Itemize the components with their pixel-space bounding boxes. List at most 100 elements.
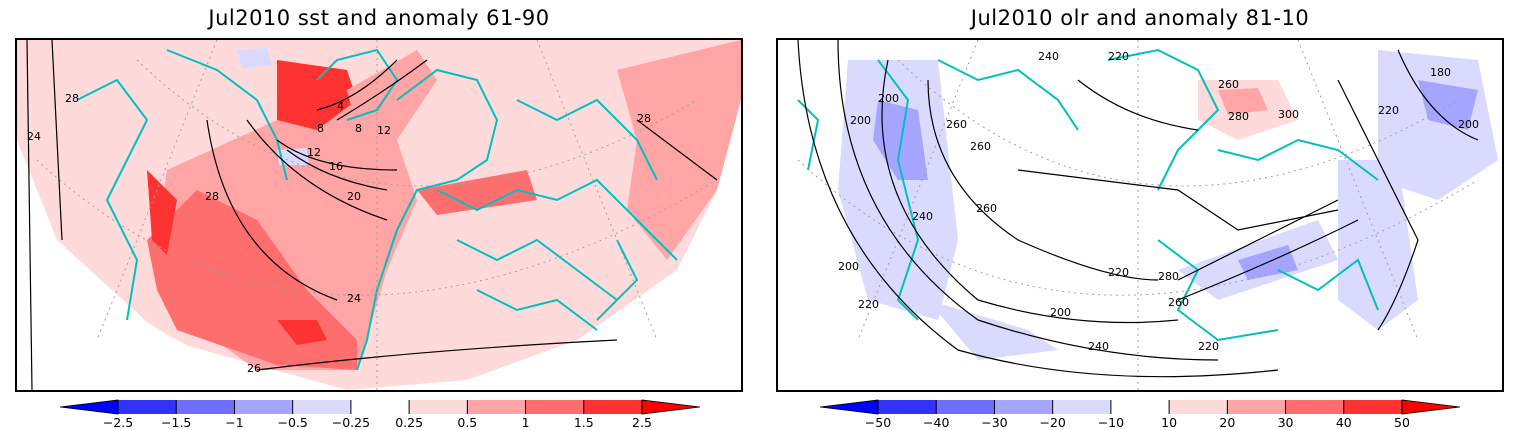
colorbar-box: [936, 400, 995, 414]
colorbar-box: [1110, 400, 1170, 414]
contour-label: 8: [317, 122, 324, 135]
contour-label: 220: [1378, 104, 1399, 117]
colorbar-box: [1169, 400, 1228, 414]
contour-label: 200: [878, 92, 899, 105]
colorbar-label: −0.25: [332, 415, 370, 430]
colorbar-box: [467, 400, 526, 414]
contour-label: 260: [946, 118, 967, 131]
anomaly-region-max: [277, 320, 327, 345]
contour-label: 220: [1198, 340, 1219, 353]
olr-anomaly-fill: [838, 50, 1498, 360]
anomaly-region-scand: [347, 50, 437, 140]
contour-label: 300: [1278, 108, 1299, 121]
colorbar-label: 20: [1219, 415, 1235, 430]
contour-label: 24: [347, 292, 361, 305]
colorbar-box: [1285, 400, 1344, 414]
contour-label: 220: [1108, 266, 1129, 279]
contour-label: 200: [850, 114, 871, 127]
contour-label: 28: [205, 190, 219, 203]
colorbar-label: 0.25: [395, 415, 423, 430]
contour-label: 26: [247, 362, 261, 375]
contour-label: 200: [1050, 306, 1071, 319]
colorbar-label: −30: [981, 415, 1007, 430]
contour-label: 260: [1168, 296, 1189, 309]
coastlines: [76, 48, 678, 371]
contour-label: 260: [1218, 78, 1239, 91]
contour-label: 280: [1228, 110, 1249, 123]
sst-colorbar: −2.5 −1.5 −1 −0.5 −0.25 0.25 0.5 1 1.5 2.5: [59, 399, 701, 430]
olr-colorbar: −50 −40 −30 −20 −10 10 20 30 40 50: [819, 399, 1461, 430]
anomaly-region-med: [417, 170, 537, 215]
colorbar-box: [176, 400, 235, 414]
olr-contours: [797, 40, 1479, 378]
contour-label: 240: [1088, 340, 1109, 353]
sst-map: 24 28 28 12 16 20 8 4 8 12 28 26 24: [17, 40, 741, 390]
colorbar-label: 1: [522, 415, 530, 430]
contour-label: 200: [1458, 118, 1479, 131]
anomaly-region-neg-med: [1418, 80, 1478, 130]
colorbar-box: [409, 400, 468, 414]
contour-label: 4: [337, 100, 344, 113]
contour-label: 16: [329, 160, 343, 173]
anomaly-region-east: [617, 40, 741, 260]
colorbar-label: −10: [1098, 415, 1124, 430]
colorbar-box: [1227, 400, 1286, 414]
colorbar-label: 30: [1278, 415, 1294, 430]
contour-label: 12: [377, 124, 391, 137]
offmap-white: [17, 190, 347, 390]
contour-label: 260: [976, 202, 997, 215]
colorbar-right-arrow: [1401, 399, 1461, 415]
colorbar-left-arrow: [59, 399, 119, 415]
contour-label: 180: [1430, 66, 1451, 79]
anomaly-region-neg: [277, 148, 309, 165]
contour-label: 12: [307, 146, 321, 159]
colorbar-label: −20: [1039, 415, 1065, 430]
colorbar-box: [350, 400, 410, 414]
colorbar-box: [118, 400, 177, 414]
colorbar-label: 10: [1161, 415, 1177, 430]
olr-map: 200 200 240 260 260 260 200 220 240 220 …: [797, 40, 1498, 390]
colorbar-label: −0.5: [277, 415, 307, 430]
colorbar-label: −40: [923, 415, 949, 430]
anomaly-region-neg-light: [1378, 50, 1498, 200]
olr-contour-labels: 200 200 240 260 260 260 200 220 240 220 …: [838, 50, 1479, 353]
colorbar-box: [878, 400, 937, 414]
anomaly-region-neg: [237, 48, 272, 68]
colorbar-label: −1: [225, 415, 243, 430]
contour-label: 240: [912, 210, 933, 223]
colorbar-box: [525, 400, 584, 414]
colorbar-label: −50: [865, 415, 891, 430]
colorbar-box: [292, 400, 351, 414]
colorbar-box: [1343, 400, 1402, 414]
sst-anomaly-fill: [17, 40, 741, 390]
anomaly-region-neg-light: [928, 300, 1058, 360]
colorbar-label: −1.5: [161, 415, 191, 430]
coastlines: [797, 48, 1379, 342]
anomaly-region-pos-med: [1218, 88, 1268, 115]
colorbar-box: [583, 400, 642, 414]
colorbar-label: 2.5: [632, 415, 652, 430]
contour-label: 220: [1108, 50, 1129, 63]
contour-label: 24: [27, 130, 41, 143]
colorbar-box: [234, 400, 293, 414]
olr-map-frame: 200 200 240 260 260 260 200 220 240 220 …: [776, 38, 1504, 392]
colorbar-label: −2.5: [103, 415, 133, 430]
contour-label: 220: [858, 298, 879, 311]
colorbar-left-arrow: [819, 399, 879, 415]
contour-label: 20: [347, 190, 361, 203]
colorbar-right-arrow: [641, 399, 701, 415]
colorbar-label: 40: [1336, 415, 1352, 430]
colorbar-box: [994, 400, 1053, 414]
anomaly-region-max: [147, 170, 177, 255]
contour-label: 280: [1158, 270, 1179, 283]
anomaly-region-neg-light: [1338, 160, 1418, 330]
contour-label: 8: [355, 122, 362, 135]
anomaly-region-northsea: [277, 60, 357, 130]
sst-contour-labels: 24 28 28 12 16 20 8 4 8 12 28 26 24: [27, 92, 651, 375]
contour-label: 240: [1038, 50, 1059, 63]
sst-panel-title: Jul2010 sst and anomaly 61-90: [208, 6, 550, 30]
sst-contours: [26, 40, 718, 390]
olr-panel-title: Jul2010 olr and anomaly 81-10: [970, 6, 1310, 30]
anomaly-region-neg-light: [838, 60, 958, 320]
sst-map-frame: 24 28 28 12 16 20 8 4 8 12 28 26 24: [15, 38, 743, 392]
